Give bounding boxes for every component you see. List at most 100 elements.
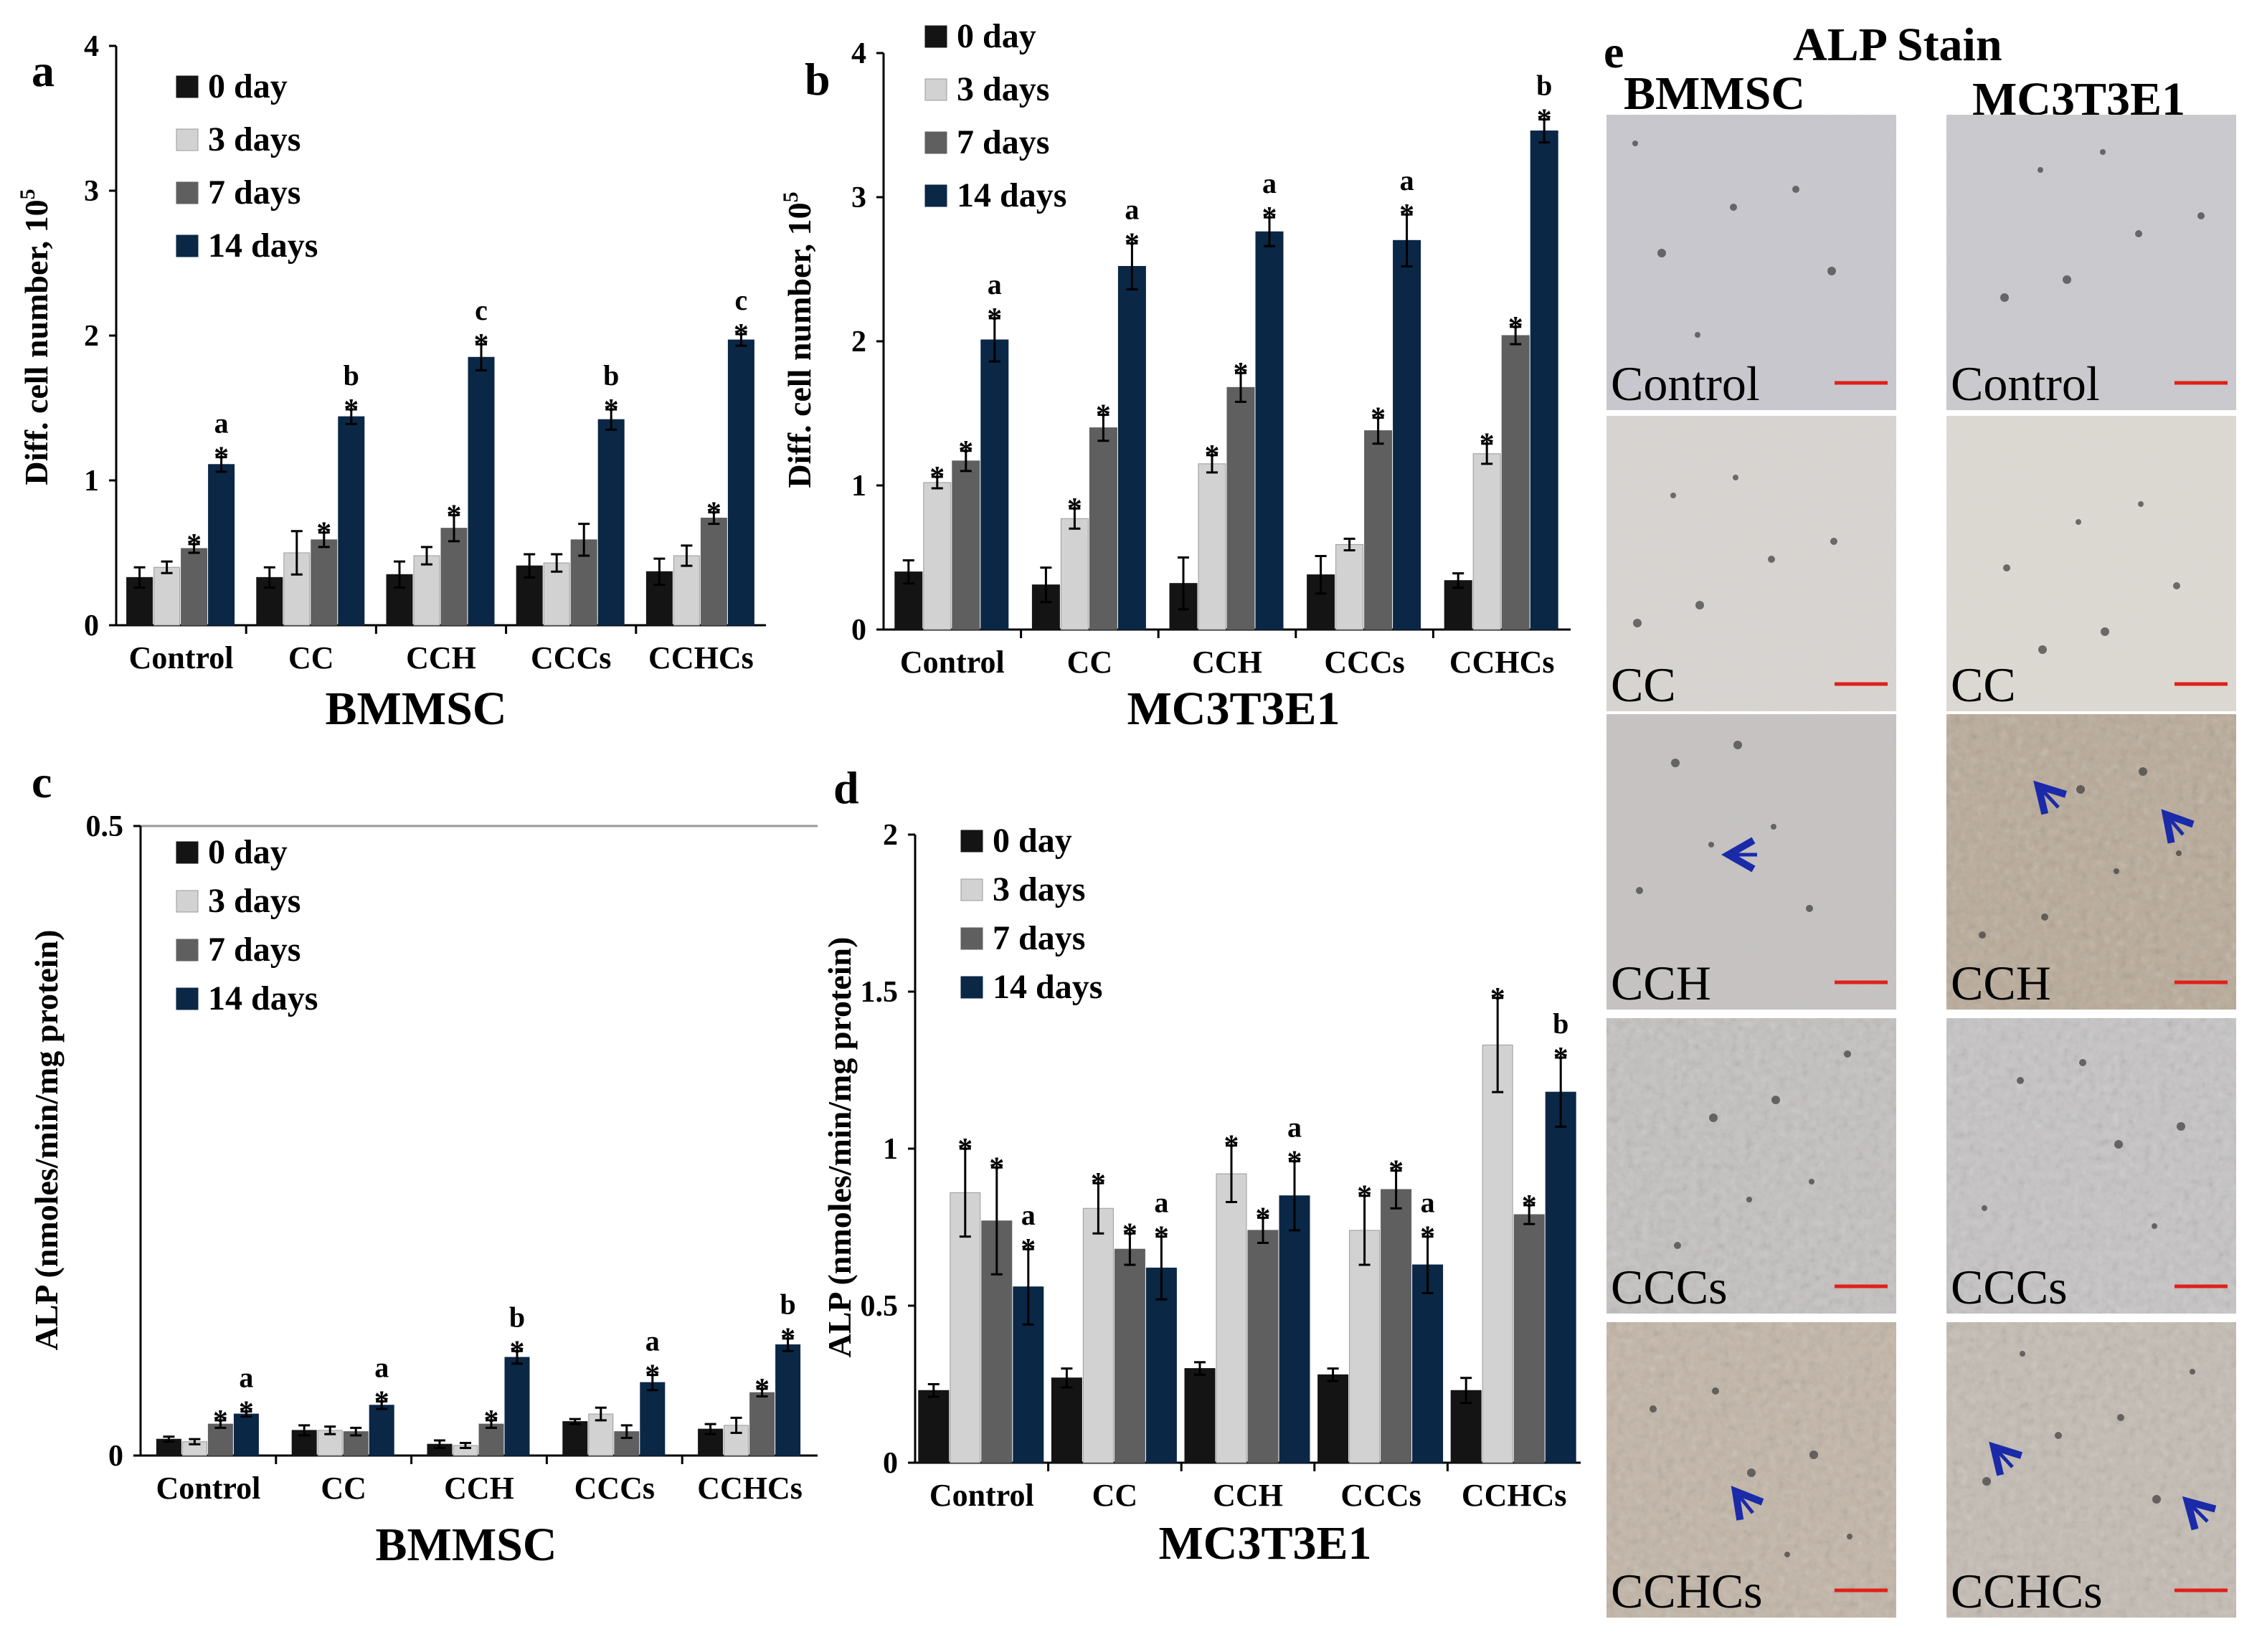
bar bbox=[440, 528, 468, 626]
legend-label: 14 days bbox=[957, 176, 1066, 214]
significance-star: * bbox=[989, 1152, 1004, 1185]
category-label: CCCs bbox=[574, 1471, 655, 1506]
legend-label: 3 days bbox=[208, 120, 301, 158]
bar bbox=[311, 539, 338, 626]
legend-label: 14 days bbox=[993, 968, 1102, 1006]
bar bbox=[1530, 130, 1558, 630]
group-letter: a bbox=[1287, 1111, 1302, 1144]
speckle bbox=[1670, 493, 1676, 498]
speckle bbox=[2114, 1140, 2123, 1149]
panel-letter-c: c bbox=[32, 756, 52, 807]
micrograph-label: CCH bbox=[1951, 956, 2051, 1010]
significance-star: * bbox=[447, 499, 462, 532]
significance-star: * bbox=[706, 496, 721, 529]
arrow-icon bbox=[1994, 1447, 2012, 1467]
micrograph-mc3t3e1-cch: CCH bbox=[1946, 714, 2236, 1010]
significance-star: * bbox=[1508, 311, 1523, 344]
micrograph-mc3t3e1-cc: CC bbox=[1946, 416, 2236, 712]
speckle bbox=[1809, 1451, 1818, 1459]
micrograph-texture bbox=[1946, 1018, 2236, 1314]
legend-swatch bbox=[176, 890, 199, 913]
category-label: CC bbox=[321, 1471, 366, 1506]
speckle bbox=[2017, 1077, 2024, 1084]
alp-stain-panel: e ALP Stain BMMSC MC3T3E1 Control Control… bbox=[1604, 19, 2236, 1618]
significance-star: * bbox=[604, 394, 619, 427]
panel-letter-b: b bbox=[805, 54, 830, 105]
legend-label: 7 days bbox=[993, 919, 1085, 957]
bar bbox=[980, 339, 1009, 630]
significance-star: * bbox=[239, 1396, 254, 1429]
bar bbox=[181, 548, 208, 626]
speckle bbox=[1784, 1552, 1790, 1557]
group-letter: a bbox=[1154, 1187, 1168, 1219]
speckle bbox=[2135, 230, 2142, 237]
panel-letter-a: a bbox=[32, 45, 55, 96]
legend-swatch bbox=[176, 987, 199, 1010]
group-letter: a bbox=[1021, 1199, 1036, 1231]
group-letter: b bbox=[1553, 1007, 1568, 1040]
bar bbox=[1279, 1195, 1310, 1463]
speckle bbox=[1806, 905, 1813, 912]
significance-star: * bbox=[1154, 1221, 1169, 1254]
legend-label: 7 days bbox=[957, 123, 1049, 161]
speckle bbox=[1827, 267, 1836, 275]
bar bbox=[207, 1423, 233, 1456]
bar bbox=[597, 419, 625, 626]
speckle bbox=[1695, 332, 1700, 338]
legend-swatch bbox=[960, 927, 983, 950]
speckle bbox=[2177, 1122, 2185, 1131]
bar bbox=[700, 518, 727, 626]
significance-star: * bbox=[1234, 357, 1249, 390]
micrograph-texture bbox=[1606, 115, 1896, 410]
legend-swatch bbox=[924, 78, 947, 101]
significance-star: * bbox=[1553, 1042, 1568, 1075]
significance-star: * bbox=[1125, 227, 1140, 260]
speckle bbox=[2117, 1414, 2124, 1421]
significance-star: * bbox=[1091, 1167, 1106, 1200]
speckle bbox=[1674, 1242, 1681, 1249]
bar bbox=[775, 1344, 801, 1456]
bar bbox=[208, 464, 235, 626]
legend-swatch bbox=[176, 939, 199, 962]
bar bbox=[1349, 1230, 1381, 1463]
legend-label: 3 days bbox=[208, 882, 301, 920]
significance-star: * bbox=[316, 517, 331, 550]
legend-label: 3 days bbox=[993, 870, 1085, 908]
alp-stain-title: ALP Stain bbox=[1793, 19, 2002, 71]
significance-star: * bbox=[1287, 1146, 1302, 1179]
bar bbox=[1482, 1044, 1513, 1463]
panel-letter-e: e bbox=[1604, 27, 1624, 77]
legend-swatch bbox=[176, 841, 199, 864]
significance-star: * bbox=[1537, 103, 1552, 136]
legend-swatch bbox=[176, 75, 199, 98]
group-letter: a bbox=[239, 1362, 253, 1394]
x-axis-title: MC3T3E1 bbox=[1127, 683, 1340, 735]
bar bbox=[1513, 1214, 1545, 1463]
category-label: CCCs bbox=[1340, 1478, 1421, 1513]
legend-label: 0 day bbox=[208, 67, 288, 105]
significance-star: * bbox=[474, 328, 489, 361]
significance-star: * bbox=[1480, 428, 1495, 461]
legend-swatch bbox=[960, 830, 983, 853]
significance-star: * bbox=[1224, 1130, 1239, 1163]
speckle bbox=[1982, 1205, 1987, 1211]
y-tick-label: 3 bbox=[851, 181, 866, 214]
category-label: Control bbox=[156, 1471, 260, 1506]
significance-star: * bbox=[1205, 440, 1220, 473]
arrow-icon bbox=[1736, 1491, 1753, 1513]
significance-star: * bbox=[374, 1385, 389, 1418]
speckle bbox=[2138, 501, 2144, 507]
significance-star: * bbox=[1388, 1155, 1404, 1188]
speckle bbox=[2076, 785, 2085, 794]
chart-panel-c: c 0 0.5 ALP (nmoles/min/mg protein) Control *… bbox=[28, 756, 818, 1571]
bar bbox=[1412, 1264, 1444, 1463]
legend-label: 0 day bbox=[208, 833, 288, 871]
bar bbox=[1226, 386, 1255, 630]
y-tick-label: 0.5 bbox=[861, 1290, 899, 1323]
bar bbox=[478, 1423, 504, 1456]
bar bbox=[468, 356, 495, 626]
micrograph-label: Control bbox=[1951, 356, 2100, 411]
arrow-icon bbox=[2166, 815, 2183, 835]
speckle bbox=[1633, 619, 1642, 627]
significance-star: * bbox=[1067, 493, 1082, 526]
